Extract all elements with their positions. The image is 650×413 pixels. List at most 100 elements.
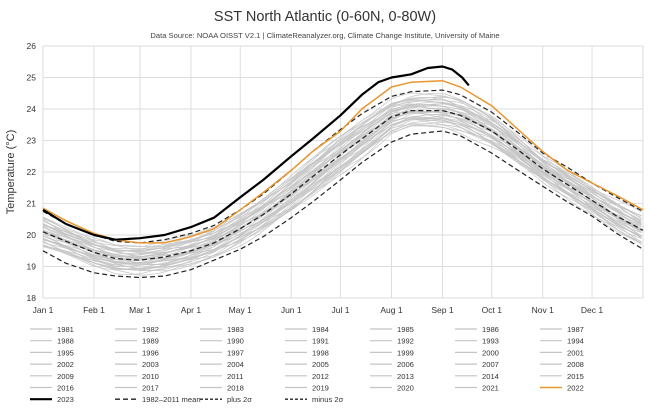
legend-item-2015[interactable]: 2015 [540,372,584,381]
legend-label: 1999 [397,348,414,357]
legend-label: 1996 [142,348,159,357]
legend-item-1982-2011-mean[interactable]: 1982–2011 mean [115,395,201,404]
legend-item-1993[interactable]: 1993 [455,337,499,346]
y-tick-label: 26 [27,41,37,51]
legend-item-2010[interactable]: 2010 [115,372,159,381]
legend-item-1994[interactable]: 1994 [540,337,584,346]
legend-item-2012[interactable]: 2012 [285,372,329,381]
legend-label: 2021 [482,384,499,393]
legend-item-2016[interactable]: 2016 [30,384,74,393]
year-line-2020 [42,92,642,250]
legend-label: 1998 [312,348,329,357]
legend-item-2008[interactable]: 2008 [540,360,584,369]
year-line-2005 [42,107,642,260]
x-tick-label: Feb 1 [83,305,105,315]
legend-item-2002[interactable]: 2002 [30,360,74,369]
legend-label: 1985 [397,325,414,334]
legend-item-2009[interactable]: 2009 [30,372,74,381]
y-tick-label: 18 [27,293,37,303]
x-tick-label: Mar 1 [129,305,151,315]
legend-label: 1995 [57,348,74,357]
legend-item-2018[interactable]: 2018 [200,384,244,393]
y-tick-label: 25 [27,73,37,83]
y-tick-label: 19 [27,262,37,272]
legend-label: 2000 [482,348,499,357]
legend-item-2004[interactable]: 2004 [200,360,244,369]
legend-item-1981[interactable]: 1981 [30,325,74,334]
legend-item-2017[interactable]: 2017 [115,384,159,393]
year-line-1986 [42,123,642,271]
legend-label: 1984 [312,325,329,334]
legend-item-2011[interactable]: 2011 [200,372,243,381]
series-climatology-mean [42,109,644,261]
legend-item-1988[interactable]: 1988 [30,337,74,346]
legend-item-1987[interactable]: 1987 [540,325,584,334]
legend-item-2007[interactable]: 2007 [455,360,499,369]
legend-item-1999[interactable]: 1999 [370,348,414,357]
legend-label: 2014 [482,372,499,381]
legend-label: 2023 [57,395,74,404]
legend-item-1984[interactable]: 1984 [285,325,329,334]
legend-item-2019[interactable]: 2019 [285,384,329,393]
legend-label: 2012 [312,372,329,381]
historical-year-lines [42,92,642,276]
legend-item-2023[interactable]: 2023 [30,395,74,404]
legend-item-1996[interactable]: 1996 [115,348,159,357]
legend-item-1989[interactable]: 1989 [115,337,159,346]
x-tick-label: Aug 1 [380,305,402,315]
legend-item-1997[interactable]: 1997 [200,348,244,357]
y-tick-label: 22 [27,167,37,177]
chart-title: SST North Atlantic (0-60N, 0-80W) [214,9,436,25]
legend-label: 2018 [227,384,244,393]
grid [42,45,644,299]
legend-label: 1993 [482,337,499,346]
series-plus-2-sigma [42,89,644,244]
legend-label: 2009 [57,372,74,381]
y-tick-label: 23 [27,136,37,146]
legend-item-minus-2-[interactable]: minus 2σ [285,395,344,404]
year-line-2002 [42,105,642,260]
year-line-2019 [42,96,642,252]
legend-item-2014[interactable]: 2014 [455,372,499,381]
legend-item-1990[interactable]: 1990 [200,337,244,346]
legend-item-1983[interactable]: 1983 [200,325,244,334]
y-tick-label: 21 [27,199,37,209]
legend-item-2022[interactable]: 2022 [540,384,584,393]
legend-item-1992[interactable]: 1992 [370,337,414,346]
legend-item-2003[interactable]: 2003 [115,360,159,369]
year-line-1988 [42,116,642,271]
legend-item-1986[interactable]: 1986 [455,325,499,334]
y-tick-label: 20 [27,230,37,240]
legend-item-1985[interactable]: 1985 [370,325,414,334]
legend-item-1982[interactable]: 1982 [115,325,159,334]
legend-label: 2020 [397,384,414,393]
year-line-1984 [42,118,642,271]
legend-label: 1994 [567,337,584,346]
legend-label: 2011 [227,372,243,381]
legend-item-2005[interactable]: 2005 [285,360,329,369]
legend-item-2000[interactable]: 2000 [455,348,499,357]
legend-item-plus-2-[interactable]: plus 2σ [200,395,252,404]
legend-label: 1987 [567,325,584,334]
x-tick-label: May 1 [229,305,252,315]
legend-item-2013[interactable]: 2013 [370,372,414,381]
x-tick-label: Jun 1 [281,305,302,315]
legend-item-1991[interactable]: 1991 [285,337,329,346]
legend-item-2001[interactable]: 2001 [540,348,584,357]
legend-item-2021[interactable]: 2021 [455,384,499,393]
legend-label: 1989 [142,337,159,346]
legend-item-1998[interactable]: 1998 [285,348,329,357]
x-tick-label: Jan 1 [33,305,54,315]
legend-item-2020[interactable]: 2020 [370,384,414,393]
legend-label: 1990 [227,337,244,346]
x-tick-label: Nov 1 [532,305,554,315]
legend-label: minus 2σ [312,395,344,404]
legend-item-2006[interactable]: 2006 [370,360,414,369]
legend-label: 1982 [142,325,159,334]
chart-subtitle: Data Source: NOAA OISST V2.1 | ClimateRe… [150,31,499,40]
series-2022 [42,79,644,244]
legend-label: 1997 [227,348,244,357]
legend-item-1995[interactable]: 1995 [30,348,74,357]
legend-label: 2005 [312,360,329,369]
